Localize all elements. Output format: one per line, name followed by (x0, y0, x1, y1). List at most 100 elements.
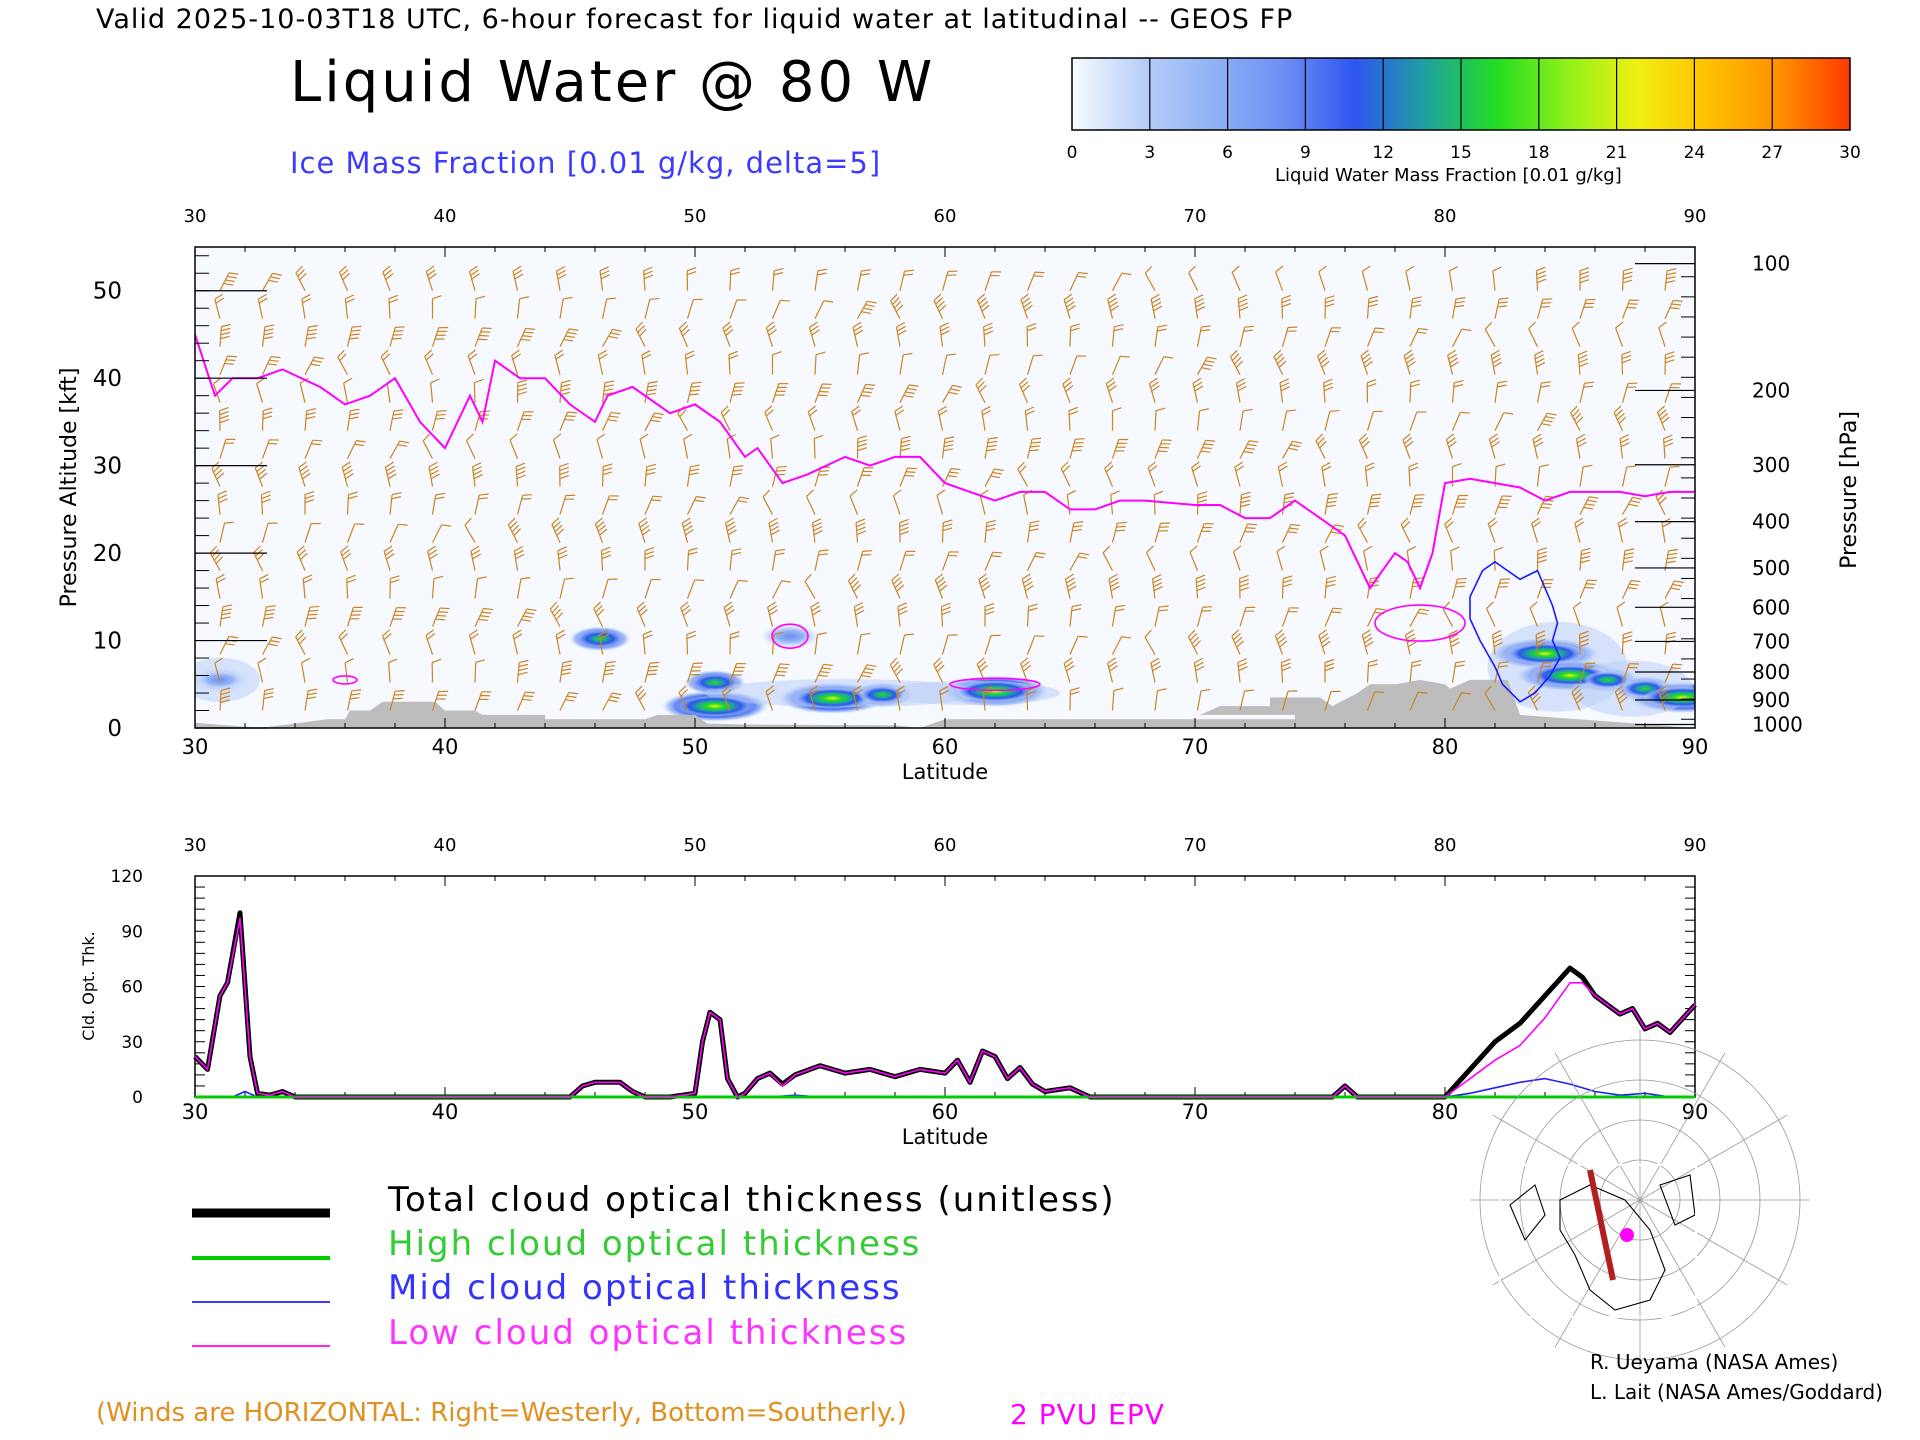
wind-barb-flag (1153, 582, 1163, 588)
wind-barb-flag (598, 349, 607, 356)
wind-barb-staff (474, 578, 479, 599)
wind-barb (1102, 545, 1114, 571)
wind-barb-flag (851, 580, 860, 589)
wind-barb-flag (1584, 381, 1595, 384)
wind-barb-staff (428, 466, 434, 487)
wind-barb (686, 547, 698, 571)
wind-barb-flag (339, 353, 347, 362)
x-tick-label-top: 30 (184, 206, 207, 227)
wind-barb-flag (269, 359, 279, 362)
wind-barb (599, 266, 610, 291)
wind-barb-flag (1408, 466, 1419, 472)
wind-barb (1111, 687, 1124, 711)
wind-barb-flag (522, 414, 533, 417)
wind-barb-flag (1416, 331, 1427, 334)
wind-barb-flag (428, 549, 437, 556)
wind-barb-flag (636, 601, 645, 609)
wind-barb-flag (596, 521, 605, 529)
wind-barb-flag (1026, 322, 1037, 328)
wind-barb-flag (1492, 357, 1502, 364)
wind-barb-staff (807, 411, 816, 431)
wind-barb (765, 321, 777, 347)
wind-barb-flag (221, 323, 231, 328)
wind-barb (1239, 689, 1255, 711)
wind-barb-staff (1196, 326, 1202, 347)
wind-barb-flag (1076, 355, 1087, 357)
colorbar-tick-label: 21 (1606, 143, 1628, 163)
wind-barb-flag (847, 573, 856, 582)
wind-barb (468, 629, 479, 655)
wind-barb-flag (438, 611, 448, 613)
wind-barb (1408, 462, 1419, 487)
wind-barb-flag (1205, 439, 1216, 442)
wind-barb (1615, 321, 1624, 347)
wind-barb-flag (723, 601, 733, 608)
wind-barb (1237, 294, 1249, 319)
locator-frame (1499, 1164, 1697, 1318)
wind-barb-flag (472, 462, 482, 468)
pressure-tick-label: 400 (1752, 510, 1790, 534)
wind-barb-flag (1233, 633, 1241, 641)
wind-barb-staff (1104, 467, 1114, 487)
wind-barb-flag (646, 467, 656, 472)
wind-barb-flag (1487, 517, 1496, 525)
wind-barb-staff (1069, 522, 1075, 543)
x-tick-label: 50 (682, 1100, 709, 1124)
wind-barb (638, 517, 651, 543)
wind-barb-flag (1491, 353, 1501, 360)
wind-barb-staff (1536, 299, 1544, 319)
wind-barb-flag (896, 584, 905, 592)
wind-barb-staff (474, 608, 484, 627)
wind-barb-flag (1583, 306, 1594, 308)
wind-barb-staff (431, 411, 438, 431)
wind-barb (729, 631, 740, 655)
wind-barb-flag (1319, 633, 1329, 640)
wind-barb-flag (979, 384, 987, 393)
wind-barb-flag (220, 331, 231, 336)
wind-barb-flag (304, 491, 315, 496)
wind-barb-staff (808, 327, 816, 347)
wind-barb (1026, 322, 1037, 347)
wind-barb-staff (1063, 299, 1071, 319)
wind-barb-staff (1621, 466, 1628, 487)
wind-barb-flag (857, 435, 868, 440)
wind-barb (1026, 635, 1045, 655)
wind-barb-flag (1149, 377, 1158, 384)
wind-barb-flag (272, 272, 282, 276)
wind-barb-flag (1532, 521, 1541, 528)
wind-barb-staff (1494, 495, 1503, 515)
wind-barb-flag (1455, 297, 1466, 300)
wind-barb-flag (1405, 440, 1414, 448)
wind-barb-flag (860, 273, 871, 276)
wind-barb-staff (1621, 496, 1634, 515)
wind-barb-flag (1031, 441, 1041, 444)
wind-barb-flag (1031, 437, 1042, 440)
wind-barb (899, 633, 915, 655)
wind-barb (296, 545, 308, 571)
wind-barb-flag (1233, 545, 1242, 553)
wind-barb-flag (855, 518, 866, 524)
wind-barb-flag (681, 605, 690, 613)
wind-barb (1063, 657, 1075, 683)
wind-barb (1237, 658, 1248, 683)
wind-barb-staff (984, 271, 993, 291)
wind-barb-flag (350, 693, 361, 696)
wind-barb-flag (513, 269, 523, 276)
wind-barb-flag (392, 413, 403, 416)
wind-barb-staff (1409, 382, 1412, 403)
wind-barb-flag (1240, 499, 1251, 504)
wind-barb-flag (513, 528, 521, 536)
wind-barb-flag (1537, 551, 1548, 556)
wind-barb-flag (343, 377, 353, 384)
wind-barb-flag (730, 271, 740, 276)
wind-barb-staff (728, 354, 731, 375)
wind-barb-flag (434, 496, 445, 500)
wind-barb-staff (976, 663, 986, 683)
wind-barb-staff (507, 524, 519, 543)
wind-barb-flag (1492, 634, 1502, 640)
wind-barb-flag (903, 352, 913, 356)
wind-barb-flag (1321, 360, 1330, 368)
wind-barb-flag (477, 576, 487, 580)
wind-barb-flag (1620, 438, 1630, 444)
wind-barb-flag (935, 661, 943, 669)
